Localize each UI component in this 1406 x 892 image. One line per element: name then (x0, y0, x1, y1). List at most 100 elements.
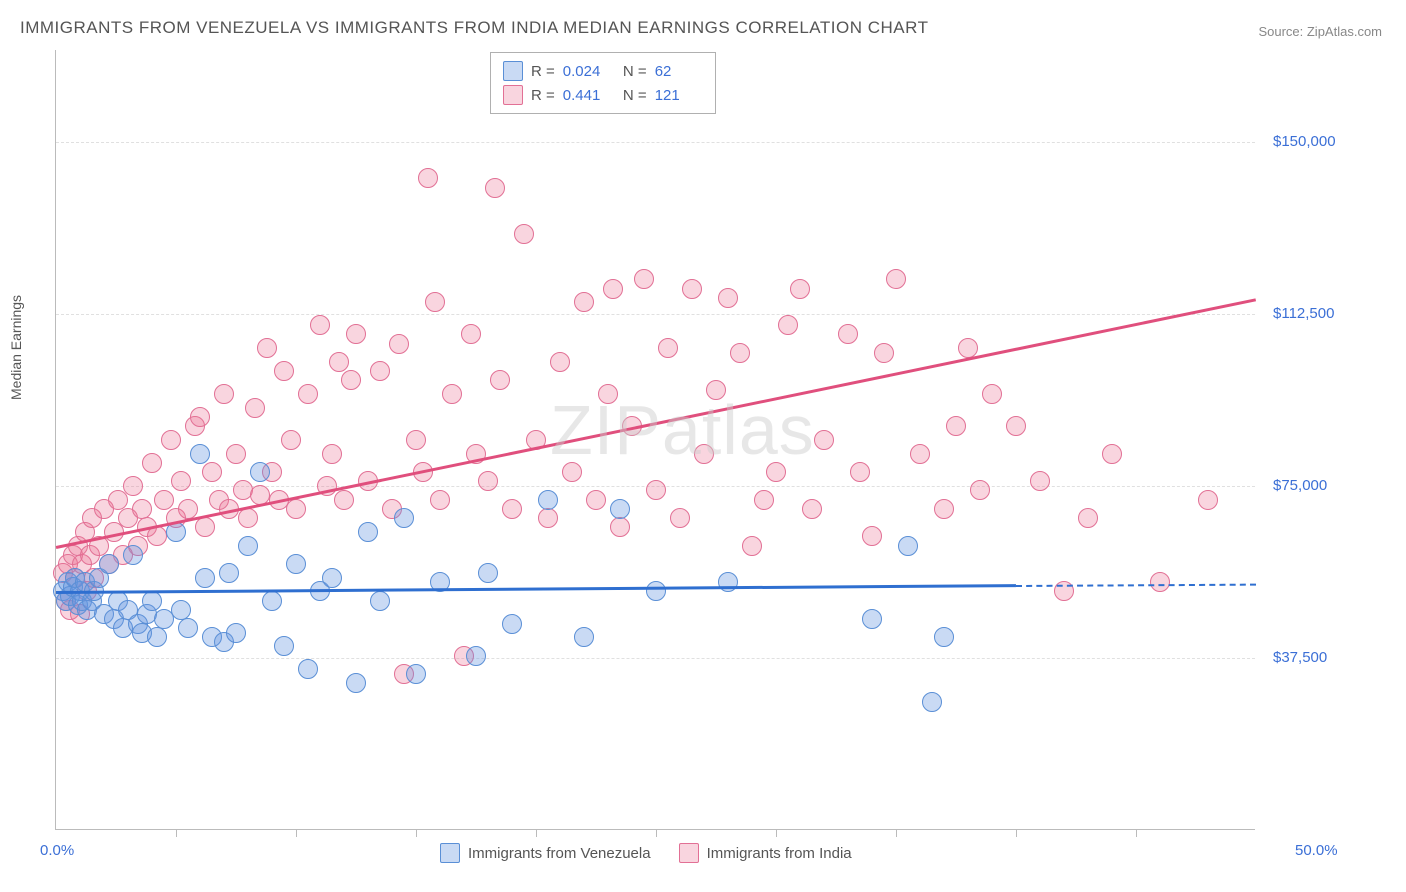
swatch-pink (679, 843, 699, 863)
data-point-pink (329, 352, 349, 372)
data-point-pink (514, 224, 534, 244)
data-point-pink (598, 384, 618, 404)
data-point-pink (195, 517, 215, 537)
data-point-pink (226, 444, 246, 464)
x-tick-label: 0.0% (40, 842, 74, 859)
data-point-blue (274, 636, 294, 656)
stat-r-value: 0.024 (563, 63, 611, 80)
data-point-pink (850, 462, 870, 482)
data-point-pink (490, 370, 510, 390)
source-attribution: Source: ZipAtlas.com (1258, 24, 1382, 39)
data-point-pink (478, 471, 498, 491)
legend-item: Immigrants from India (679, 843, 852, 863)
data-point-pink (310, 315, 330, 335)
data-point-pink (370, 361, 390, 381)
data-point-blue (250, 462, 270, 482)
data-point-pink (142, 453, 162, 473)
data-point-pink (562, 462, 582, 482)
data-point-pink (1102, 444, 1122, 464)
data-point-pink (574, 292, 594, 312)
data-point-blue (219, 563, 239, 583)
data-point-pink (766, 462, 786, 482)
data-point-pink (886, 269, 906, 289)
data-point-blue (718, 572, 738, 592)
data-point-blue (346, 673, 366, 693)
data-point-pink (442, 384, 462, 404)
data-point-pink (946, 416, 966, 436)
x-tick (656, 829, 657, 837)
bottom-legend: Immigrants from Venezuela Immigrants fro… (440, 843, 852, 863)
data-point-pink (670, 508, 690, 528)
data-point-pink (286, 499, 306, 519)
data-point-pink (202, 462, 222, 482)
data-point-blue (502, 614, 522, 634)
data-point-blue (190, 444, 210, 464)
data-point-pink (802, 499, 822, 519)
data-point-blue (322, 568, 342, 588)
data-point-blue (262, 591, 282, 611)
x-tick (896, 829, 897, 837)
x-tick (776, 829, 777, 837)
data-point-pink (430, 490, 450, 510)
data-point-blue (538, 490, 558, 510)
grid-line (56, 658, 1255, 659)
data-point-pink (425, 292, 445, 312)
data-point-pink (1078, 508, 1098, 528)
trend-line-pink (56, 298, 1256, 548)
data-point-blue (406, 664, 426, 684)
data-point-pink (658, 338, 678, 358)
data-point-pink (274, 361, 294, 381)
data-point-blue (934, 627, 954, 647)
data-point-blue (370, 591, 390, 611)
data-point-pink (154, 490, 174, 510)
data-point-pink (790, 279, 810, 299)
data-point-blue (394, 508, 414, 528)
data-point-blue (646, 581, 666, 601)
data-point-pink (461, 324, 481, 344)
data-point-blue (226, 623, 246, 643)
legend-item: Immigrants from Venezuela (440, 843, 651, 863)
data-point-pink (1150, 572, 1170, 592)
data-point-blue (238, 536, 258, 556)
data-point-pink (742, 536, 762, 556)
data-point-blue (142, 591, 162, 611)
data-point-pink (190, 407, 210, 427)
data-point-pink (418, 168, 438, 188)
data-point-pink (389, 334, 409, 354)
stat-r-value: 0.441 (563, 87, 611, 104)
data-point-pink (171, 471, 191, 491)
stats-row: R = 0.024 N = 62 (503, 59, 703, 83)
data-point-pink (485, 178, 505, 198)
data-point-pink (502, 499, 522, 519)
data-point-pink (754, 490, 774, 510)
data-point-pink (970, 480, 990, 500)
data-point-blue (298, 659, 318, 679)
data-point-pink (147, 526, 167, 546)
data-point-pink (214, 384, 234, 404)
x-tick (1136, 829, 1137, 837)
data-point-blue (358, 522, 378, 542)
stat-label: N = (619, 87, 647, 104)
data-point-pink (550, 352, 570, 372)
stats-row: R = 0.441 N = 121 (503, 83, 703, 107)
x-tick (536, 829, 537, 837)
data-point-pink (646, 480, 666, 500)
data-point-pink (694, 444, 714, 464)
data-point-blue (195, 568, 215, 588)
data-point-pink (778, 315, 798, 335)
stat-label: R = (531, 63, 555, 80)
stat-label: R = (531, 87, 555, 104)
stat-label: N = (619, 63, 647, 80)
data-point-pink (334, 490, 354, 510)
plot-area (55, 50, 1255, 830)
stat-n-value: 62 (655, 63, 703, 80)
data-point-pink (814, 430, 834, 450)
data-point-blue (147, 627, 167, 647)
data-point-pink (238, 508, 258, 528)
data-point-pink (178, 499, 198, 519)
correlation-stats-box: R = 0.024 N = 62 R = 0.441 N = 121 (490, 52, 716, 114)
data-point-blue (466, 646, 486, 666)
data-point-pink (934, 499, 954, 519)
data-point-pink (1006, 416, 1026, 436)
data-point-pink (406, 430, 426, 450)
